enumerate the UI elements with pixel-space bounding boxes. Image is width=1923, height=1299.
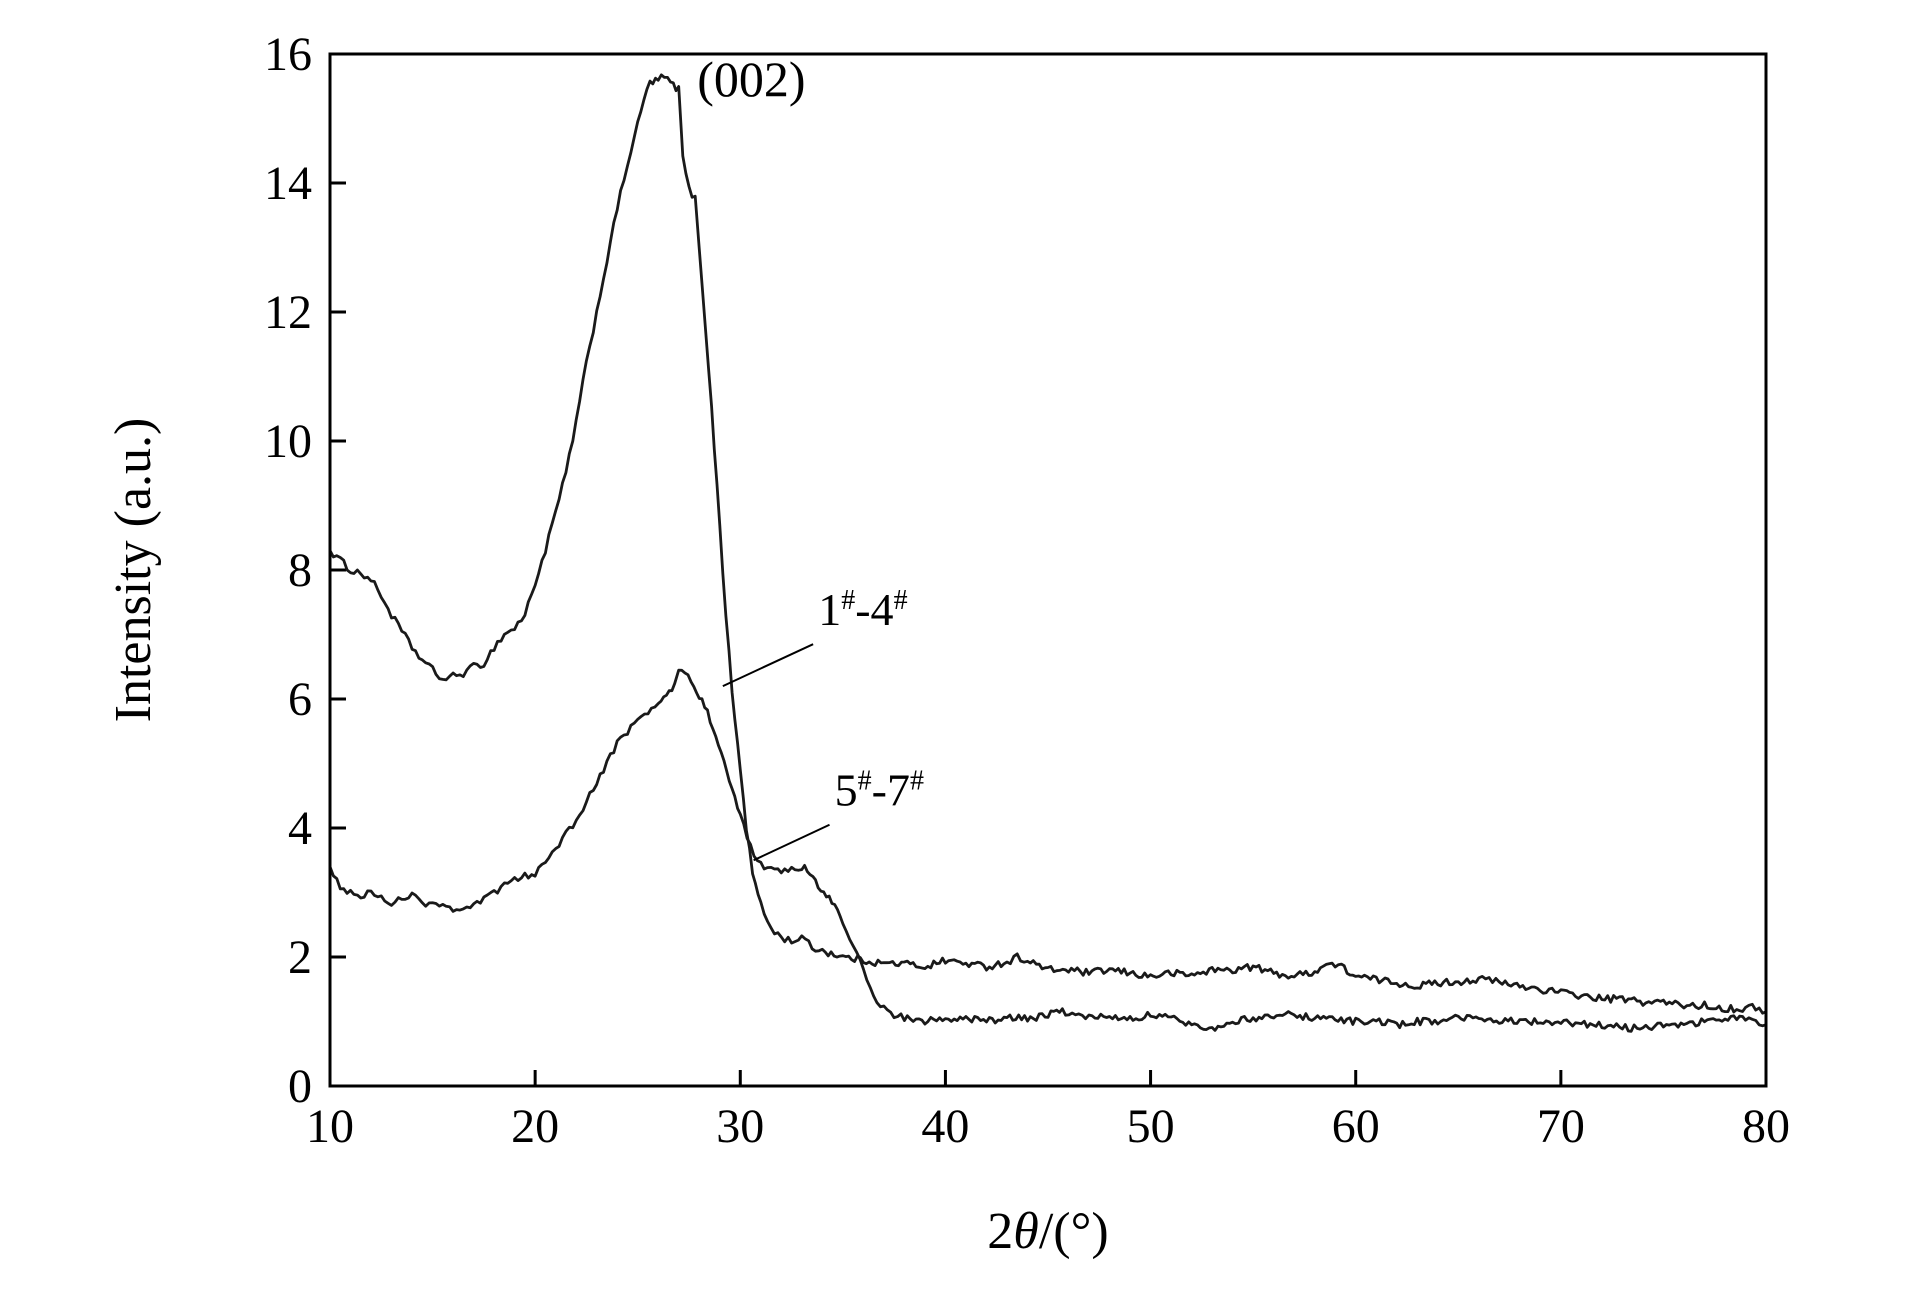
y-tick-label: 12 (264, 286, 312, 339)
curve-series-2 (331, 668, 1765, 1033)
x-tick-label: 60 (1332, 1100, 1380, 1153)
y-tick-label: 8 (288, 544, 312, 597)
x-tick-label: 80 (1742, 1100, 1790, 1153)
y-tick-label: 0 (288, 1060, 312, 1113)
x-tick-label: 10 (306, 1100, 354, 1153)
x-axis-title: 2θ/(°) (987, 1203, 1108, 1260)
y-tick-label: 14 (264, 157, 312, 210)
leader-line-series-2 (753, 823, 830, 862)
x-tick-label: 30 (716, 1100, 764, 1153)
peak-annotation: (002) (697, 51, 805, 107)
leader-line-series-1 (722, 643, 814, 688)
y-tick-label: 4 (288, 802, 312, 855)
x-tick-label: 20 (511, 1100, 559, 1153)
curves-group (331, 73, 1765, 1033)
x-tick-label: 70 (1537, 1100, 1585, 1153)
y-tick-label: 2 (288, 931, 312, 984)
plot-frame (328, 52, 1768, 1088)
y-tick-label: 16 (264, 28, 312, 81)
y-tick-label: 10 (264, 415, 312, 468)
x-tick-label: 50 (1127, 1100, 1175, 1153)
y-axis-title: Intensity (a.u.) (105, 418, 162, 723)
series-label-2: 5#-7# (835, 764, 924, 815)
x-tick-label: 40 (921, 1100, 969, 1153)
curve-series-1 (331, 73, 1765, 1015)
y-tick-label: 6 (288, 673, 312, 726)
series-label-1: 1#-4# (818, 584, 907, 635)
